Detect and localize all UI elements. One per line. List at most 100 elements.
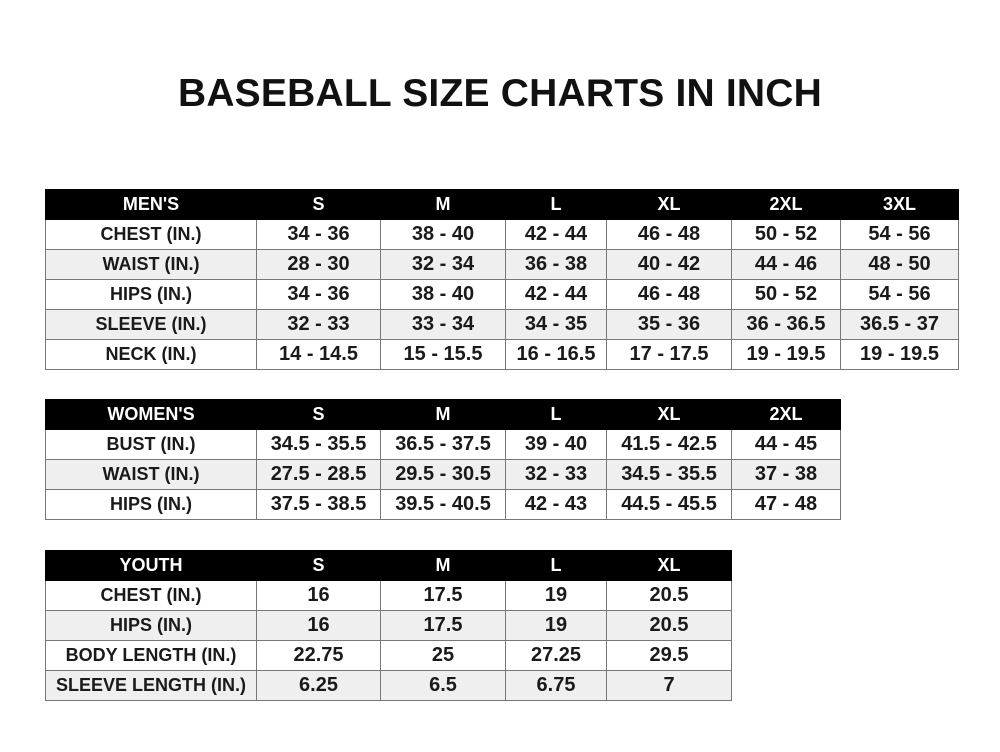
- measurement-label: WAIST (IN.): [45, 249, 257, 280]
- measurement-label: SLEEVE LENGTH (IN.): [45, 670, 257, 701]
- measurement-label: NECK (IN.): [45, 339, 257, 370]
- size-value: 34 - 36: [256, 219, 381, 250]
- measurement-label: CHEST (IN.): [45, 219, 257, 250]
- size-header: S: [256, 550, 381, 581]
- size-value: 16 - 16.5: [505, 339, 607, 370]
- size-header: M: [380, 399, 506, 430]
- size-value: 38 - 40: [380, 219, 506, 250]
- size-value: 39 - 40: [505, 429, 607, 460]
- measurement-label: BUST (IN.): [45, 429, 257, 460]
- size-value: 44 - 45: [731, 429, 841, 460]
- size-value: 15 - 15.5: [380, 339, 506, 370]
- size-value: 7: [606, 670, 732, 701]
- size-header: XL: [606, 399, 732, 430]
- table-row: BUST (IN.) 34.5 - 35.5 36.5 - 37.5 39 - 40 4…: [45, 429, 841, 460]
- measurement-label: SLEEVE (IN.): [45, 309, 257, 340]
- size-header: M: [380, 189, 506, 220]
- table-row: HIPS (IN.) 34 - 36 38 - 40 42 - 44 46 - 48 50…: [45, 279, 959, 310]
- size-value: 27.5 - 28.5: [256, 459, 381, 490]
- table-row: BODY LENGTH (IN.) 22.75 25 27.25 29.5: [45, 640, 732, 671]
- measurement-label: HIPS (IN.): [45, 489, 257, 520]
- size-value: 20.5: [606, 610, 732, 641]
- size-value: 29.5: [606, 640, 732, 671]
- womens-size-table: WOMEN'S S M L XL 2XL BUST (IN.) 34.5 - 35.5 36.5…: [45, 399, 841, 520]
- size-value: 16: [256, 580, 381, 611]
- table-row: CHEST (IN.) 34 - 36 38 - 40 42 - 44 46 - 48 5…: [45, 219, 959, 250]
- size-value: 37 - 38: [731, 459, 841, 490]
- table-row: NECK (IN.) 14 - 14.5 15 - 15.5 16 - 16.5 17 …: [45, 339, 959, 370]
- youth-size-table: YOUTH S M L XL CHEST (IN.) 16 17.5 19 20.5 HIPS (I…: [45, 550, 732, 701]
- size-value: 14 - 14.5: [256, 339, 381, 370]
- size-value: 28 - 30: [256, 249, 381, 280]
- size-value: 44.5 - 45.5: [606, 489, 732, 520]
- measurement-label: CHEST (IN.): [45, 580, 257, 611]
- size-value: 34.5 - 35.5: [606, 459, 732, 490]
- size-value: 29.5 - 30.5: [380, 459, 506, 490]
- size-value: 19: [505, 580, 607, 611]
- size-value: 42 - 44: [505, 219, 607, 250]
- size-header: 2XL: [731, 189, 841, 220]
- size-value: 32 - 33: [256, 309, 381, 340]
- category-header: WOMEN'S: [45, 399, 257, 430]
- size-value: 17.5: [380, 610, 506, 641]
- header-row: MEN'S S M L XL 2XL 3XL: [45, 189, 959, 220]
- mens-size-table: MEN'S S M L XL 2XL 3XL CHEST (IN.) 34 - 36 38 - 4…: [45, 189, 959, 370]
- header-row: WOMEN'S S M L XL 2XL: [45, 399, 841, 430]
- size-value: 6.75: [505, 670, 607, 701]
- size-value: 42 - 44: [505, 279, 607, 310]
- size-header: XL: [606, 550, 732, 581]
- measurement-label: WAIST (IN.): [45, 459, 257, 490]
- category-header: MEN'S: [45, 189, 257, 220]
- table-row: HIPS (IN.) 16 17.5 19 20.5: [45, 610, 732, 641]
- size-value: 36 - 38: [505, 249, 607, 280]
- table-row: WAIST (IN.) 27.5 - 28.5 29.5 - 30.5 32 - 33…: [45, 459, 841, 490]
- size-value: 37.5 - 38.5: [256, 489, 381, 520]
- size-value: 42 - 43: [505, 489, 607, 520]
- size-header: L: [505, 399, 607, 430]
- size-header: M: [380, 550, 506, 581]
- size-value: 19: [505, 610, 607, 641]
- size-header: L: [505, 550, 607, 581]
- size-value: 48 - 50: [840, 249, 959, 280]
- size-value: 54 - 56: [840, 219, 959, 250]
- size-value: 50 - 52: [731, 219, 841, 250]
- size-value: 19 - 19.5: [840, 339, 959, 370]
- size-value: 34 - 36: [256, 279, 381, 310]
- measurement-label: BODY LENGTH (IN.): [45, 640, 257, 671]
- size-value: 46 - 48: [606, 219, 732, 250]
- size-value: 17 - 17.5: [606, 339, 732, 370]
- size-value: 41.5 - 42.5: [606, 429, 732, 460]
- size-header: XL: [606, 189, 732, 220]
- size-header: L: [505, 189, 607, 220]
- measurement-label: HIPS (IN.): [45, 610, 257, 641]
- size-value: 19 - 19.5: [731, 339, 841, 370]
- size-value: 38 - 40: [380, 279, 506, 310]
- size-value: 27.25: [505, 640, 607, 671]
- size-value: 40 - 42: [606, 249, 732, 280]
- table-row: SLEEVE (IN.) 32 - 33 33 - 34 34 - 35 35 - 36…: [45, 309, 959, 340]
- size-header: S: [256, 399, 381, 430]
- size-value: 32 - 34: [380, 249, 506, 280]
- size-value: 54 - 56: [840, 279, 959, 310]
- size-value: 44 - 46: [731, 249, 841, 280]
- size-value: 17.5: [380, 580, 506, 611]
- size-value: 39.5 - 40.5: [380, 489, 506, 520]
- header-row: YOUTH S M L XL: [45, 550, 732, 581]
- size-header: 2XL: [731, 399, 841, 430]
- size-value: 46 - 48: [606, 279, 732, 310]
- size-value: 47 - 48: [731, 489, 841, 520]
- size-value: 34 - 35: [505, 309, 607, 340]
- size-value: 50 - 52: [731, 279, 841, 310]
- size-value: 22.75: [256, 640, 381, 671]
- measurement-label: HIPS (IN.): [45, 279, 257, 310]
- size-value: 20.5: [606, 580, 732, 611]
- size-value: 6.5: [380, 670, 506, 701]
- size-value: 36.5 - 37.5: [380, 429, 506, 460]
- size-header: 3XL: [840, 189, 959, 220]
- size-value: 32 - 33: [505, 459, 607, 490]
- table-row: WAIST (IN.) 28 - 30 32 - 34 36 - 38 40 - 42 4…: [45, 249, 959, 280]
- size-header: S: [256, 189, 381, 220]
- size-value: 25: [380, 640, 506, 671]
- size-value: 36 - 36.5: [731, 309, 841, 340]
- size-value: 35 - 36: [606, 309, 732, 340]
